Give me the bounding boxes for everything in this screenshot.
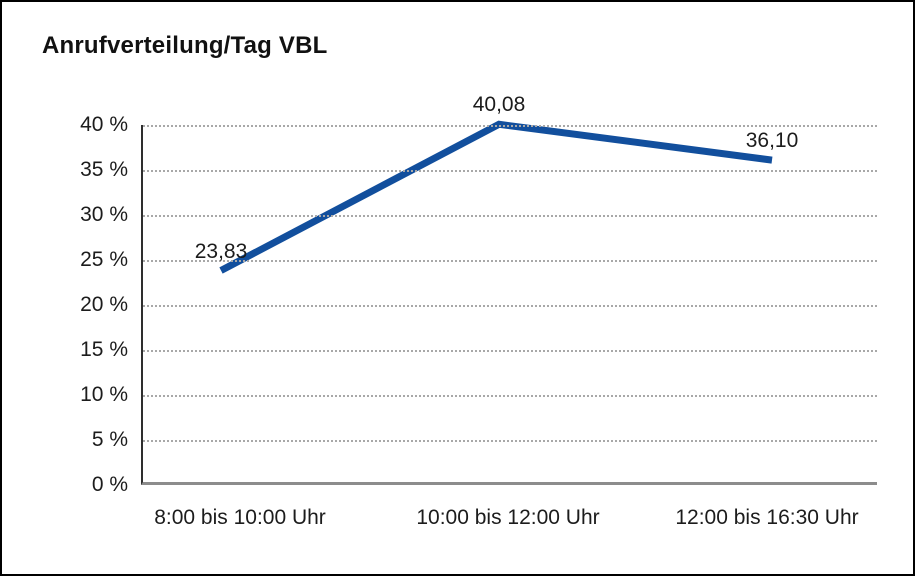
gridline	[143, 125, 877, 127]
y-tick-label: 20 %	[80, 293, 128, 316]
gridline	[143, 305, 877, 307]
data-point-label: 40,08	[472, 93, 526, 117]
gridline	[143, 350, 877, 352]
y-axis: 40 % 35 % 30 % 25 % 20 % 15 % 10 % 5 % 0 %	[2, 113, 128, 496]
y-tick-label: 5 %	[91, 428, 128, 451]
x-category-label: 12:00 bis 16:30 Uhr	[675, 506, 859, 529]
gridline	[143, 260, 877, 262]
chart-title: Anrufverteilung/Tag VBL	[42, 32, 328, 59]
data-point-label: 36,10	[745, 129, 799, 153]
x-axis: 8:00 bis 10:00 Uhr 10:00 bis 12:00 Uhr 12:…	[141, 505, 877, 535]
y-tick-label: 35 %	[80, 158, 128, 181]
gridline	[143, 440, 877, 442]
line-series-polyline	[219, 120, 773, 274]
y-tick-label: 15 %	[80, 338, 128, 361]
data-point-label: 23,83	[194, 239, 248, 263]
y-tick-label: 0 %	[91, 473, 128, 496]
x-category-label: 8:00 bis 10:00 Uhr	[154, 506, 326, 529]
y-tick-label: 25 %	[80, 248, 128, 271]
y-tick-label: 40 %	[80, 113, 128, 136]
gridline	[143, 395, 877, 397]
y-tick-label: 30 %	[80, 203, 128, 226]
plot-area: 23,83 40,08 36,10	[141, 94, 877, 485]
x-category-label: 10:00 bis 12:00 Uhr	[416, 506, 600, 529]
line-series	[219, 120, 773, 274]
gridline	[143, 215, 877, 217]
y-tick-label: 10 %	[80, 383, 128, 406]
gridline	[143, 170, 877, 172]
